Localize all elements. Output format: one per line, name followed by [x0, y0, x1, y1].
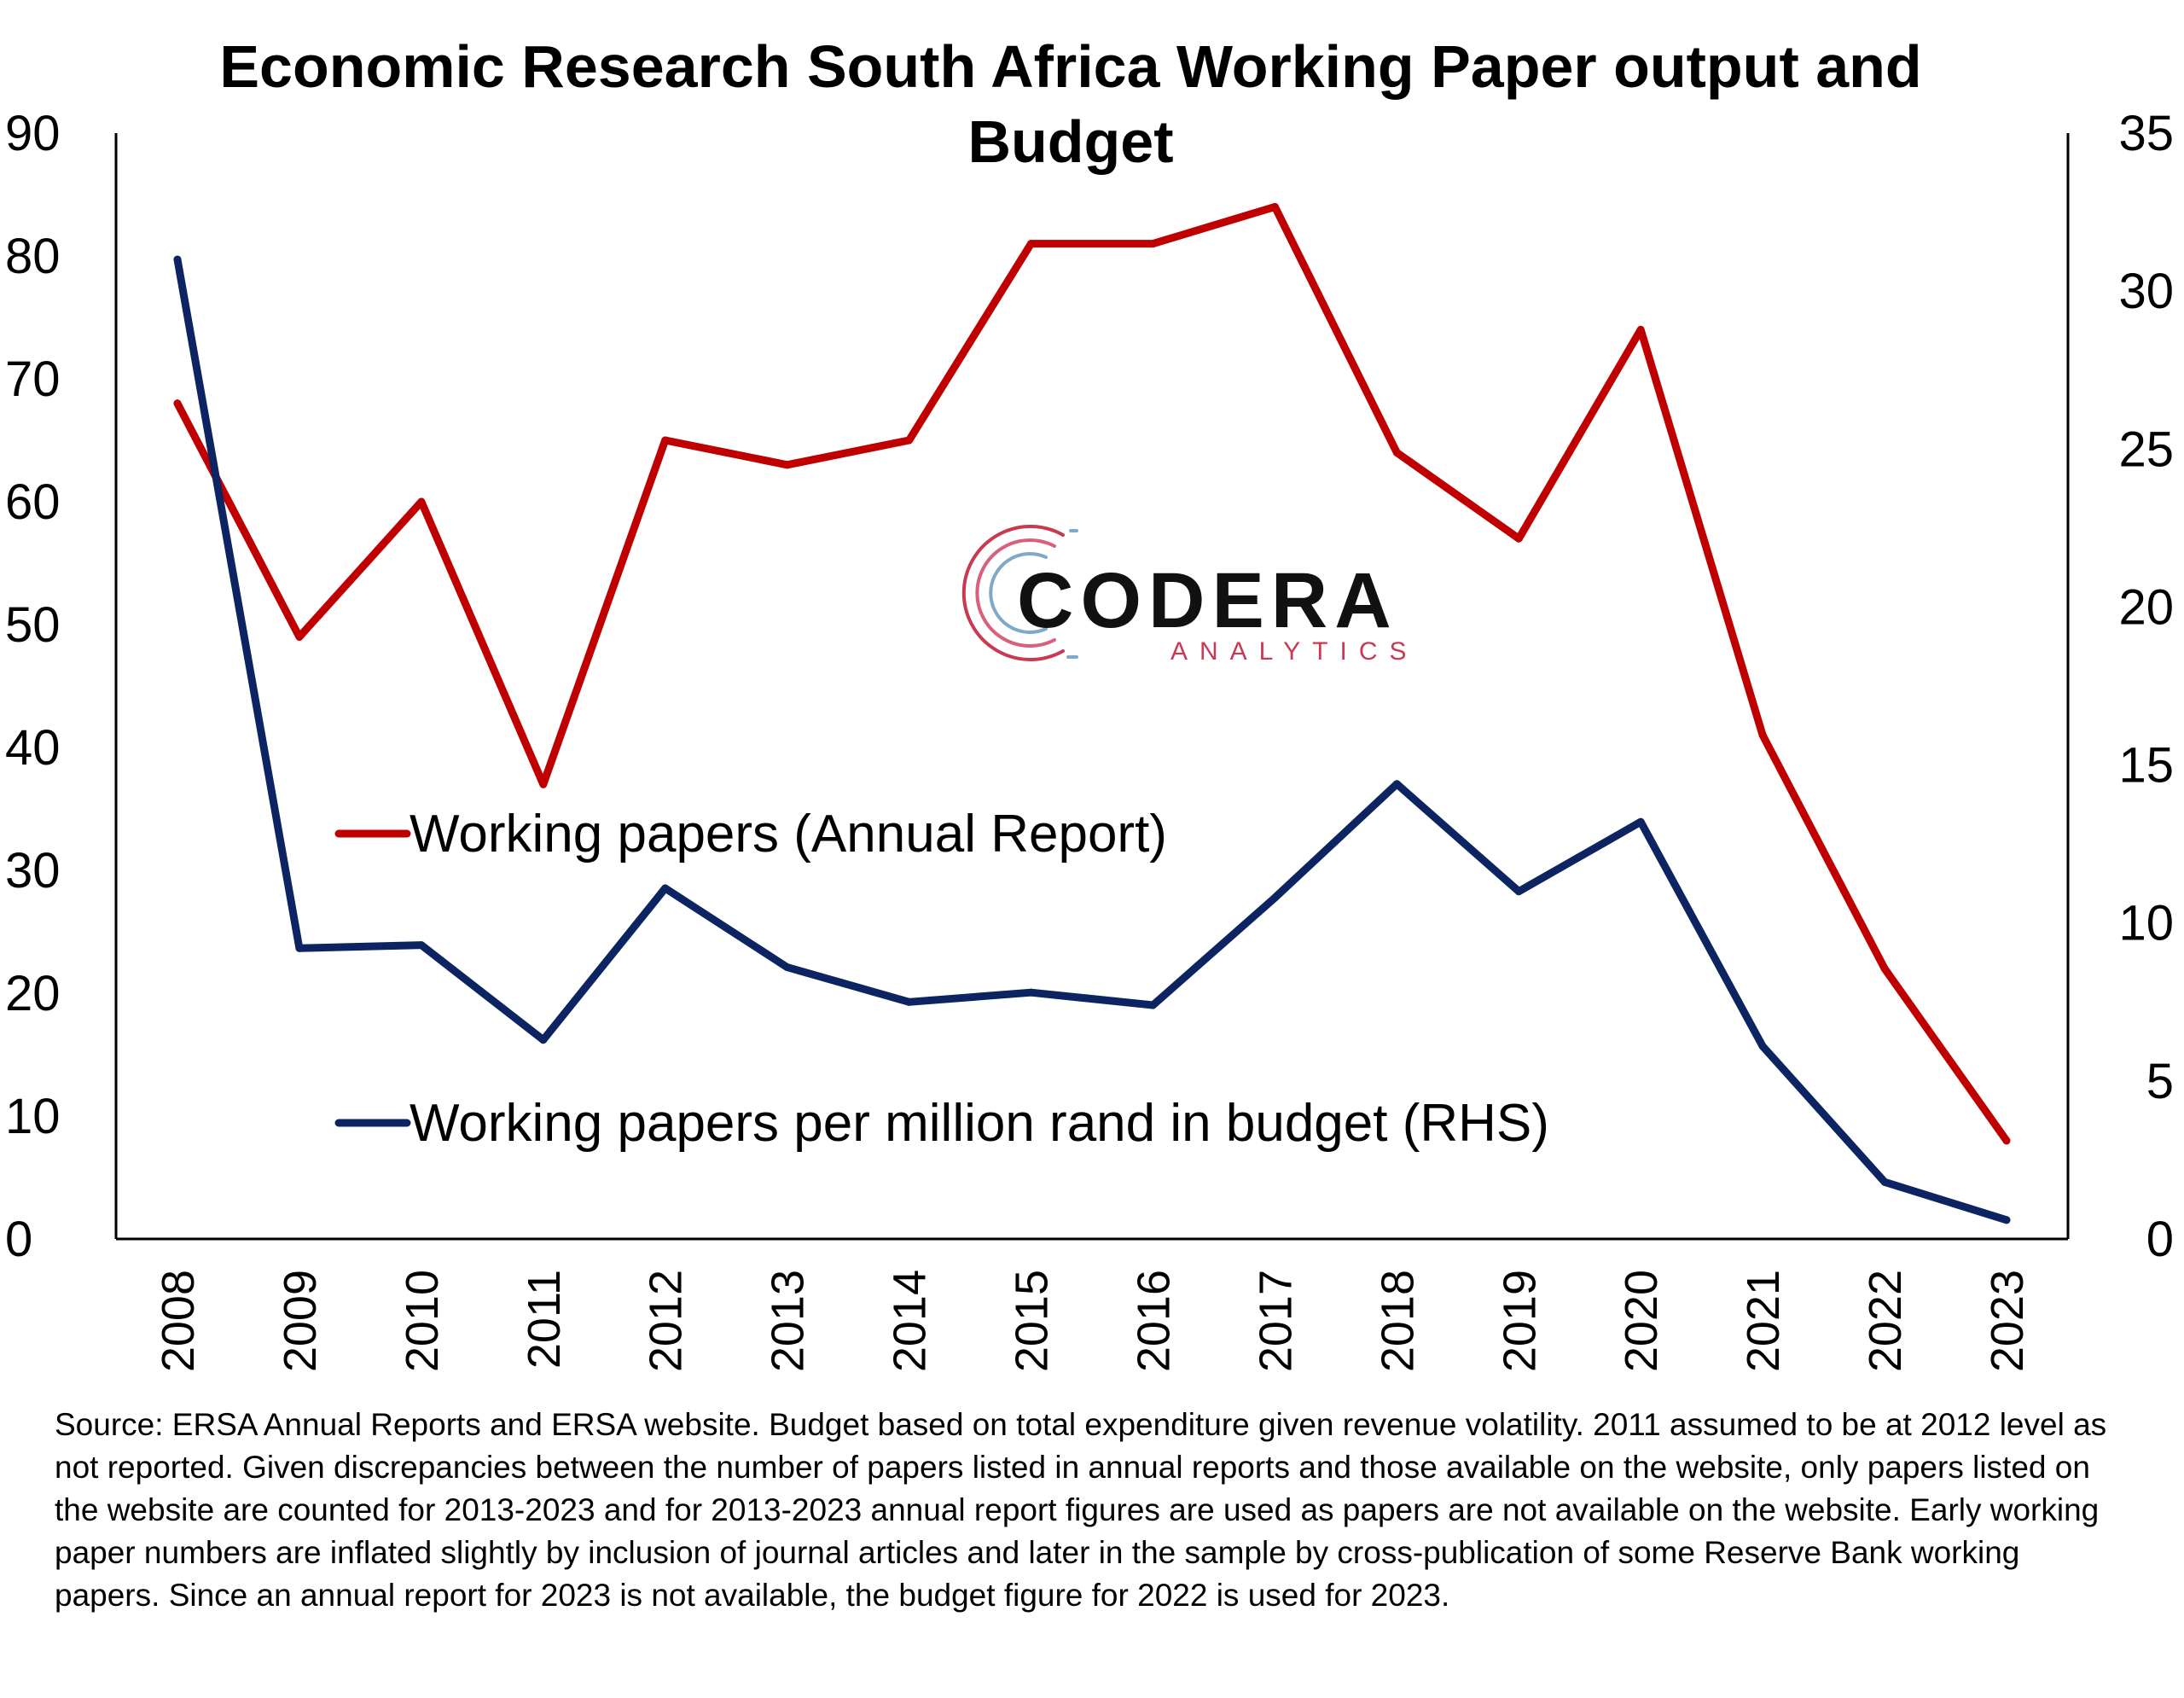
data-point-papers-per-million — [1270, 893, 1279, 902]
left-tick-label: 90 — [5, 106, 61, 161]
left-tick-label: 60 — [5, 474, 61, 530]
series-lines — [173, 202, 2011, 1224]
data-point-working-papers — [1636, 325, 1645, 334]
x-tick-label: 2021 — [1738, 1270, 1789, 1372]
chart-title: Economic Research South Africa Working P… — [219, 33, 1921, 175]
x-tick-label: 2015 — [1007, 1270, 1058, 1372]
axes — [114, 133, 2070, 1241]
left-tick-label: 80 — [5, 229, 61, 284]
logo-sub-text: ANALYTICS — [1170, 637, 1419, 666]
data-point-working-papers — [1514, 534, 1523, 543]
logo-main-text: CODERA — [1017, 557, 1398, 644]
chart-title-line-2: Budget — [967, 108, 1173, 175]
data-point-working-papers — [1148, 240, 1157, 248]
data-point-papers-per-million — [1880, 1178, 1889, 1186]
left-axis-ticks: 0 10 20 30 40 50 60 70 80 90 — [5, 106, 61, 1267]
left-tick-label: 20 — [5, 966, 61, 1021]
x-tick-label: 2012 — [641, 1270, 692, 1372]
right-tick-label: 25 — [2118, 422, 2174, 477]
left-tick-label: 0 — [5, 1212, 32, 1267]
data-point-working-papers — [539, 780, 548, 788]
x-tick-label: 2017 — [1250, 1270, 1301, 1372]
data-point-working-papers — [2002, 1137, 2011, 1145]
logo: CODERA ANALYTICS — [961, 525, 1419, 666]
series-line-papers-per-million — [173, 255, 2011, 1224]
x-tick-label: 2011 — [519, 1270, 570, 1369]
left-tick-label: 50 — [5, 597, 61, 653]
data-point-working-papers — [1392, 448, 1401, 456]
right-tick-label: 20 — [2118, 579, 2174, 635]
right-tick-label: 15 — [2118, 738, 2174, 794]
right-tick-label: 35 — [2118, 106, 2174, 161]
data-point-papers-per-million — [295, 944, 304, 952]
x-tick-label: 2022 — [1860, 1270, 1911, 1372]
data-point-papers-per-million — [783, 963, 792, 972]
left-tick-label: 10 — [5, 1089, 61, 1144]
data-point-working-papers — [1758, 731, 1767, 740]
x-tick-label: 2018 — [1372, 1270, 1423, 1372]
data-point-papers-per-million — [2002, 1216, 2011, 1224]
data-point-working-papers — [295, 632, 304, 641]
data-point-working-papers — [783, 461, 792, 469]
left-tick-label: 40 — [5, 720, 61, 776]
data-point-working-papers — [417, 497, 426, 506]
data-point-papers-per-million — [661, 884, 670, 893]
right-tick-label: 5 — [2146, 1054, 2174, 1109]
data-point-papers-per-million — [1758, 1042, 1767, 1050]
data-point-papers-per-million — [1027, 988, 1036, 997]
data-point-papers-per-million — [173, 255, 182, 264]
data-point-working-papers — [1270, 202, 1279, 211]
data-point-papers-per-million — [1636, 817, 1645, 826]
chart-title-line-1: Economic Research South Africa Working P… — [219, 33, 1921, 100]
x-tick-label: 2020 — [1616, 1270, 1667, 1372]
data-point-working-papers — [1027, 240, 1036, 248]
data-point-working-papers — [173, 399, 182, 408]
chart: Economic Research South Africa Working P… — [5, 33, 2174, 1372]
legend-label-working-papers: Working papers (Annual Report) — [410, 805, 1167, 864]
x-tick-label: 2008 — [153, 1270, 204, 1372]
legend-label-papers-per-million: Working papers per million rand in budge… — [410, 1094, 1549, 1153]
data-point-working-papers — [1880, 964, 1889, 973]
x-tick-label: 2009 — [275, 1270, 326, 1372]
data-point-working-papers — [905, 436, 914, 445]
data-point-working-papers — [661, 436, 670, 445]
x-tick-label: 2014 — [885, 1270, 936, 1372]
logo-mark-icon — [961, 525, 1078, 661]
source-note: Source: ERSA Annual Reports and ERSA web… — [55, 1407, 2107, 1613]
left-tick-label: 30 — [5, 843, 61, 898]
data-point-papers-per-million — [1148, 1001, 1157, 1009]
x-axis-ticks: 2008 2009 2010 2011 2012 2013 2014 2015 2016 2017… — [153, 1270, 2033, 1372]
x-tick-label: 2019 — [1494, 1270, 1545, 1372]
data-point-papers-per-million — [1514, 887, 1523, 896]
left-tick-label: 70 — [5, 352, 61, 407]
right-tick-label: 10 — [2118, 896, 2174, 951]
data-point-papers-per-million — [905, 997, 914, 1006]
data-point-papers-per-million — [1392, 780, 1401, 788]
data-point-papers-per-million — [539, 1036, 548, 1044]
right-axis-ticks: 0 5 10 15 20 25 30 35 — [2118, 106, 2174, 1267]
data-point-papers-per-million — [417, 941, 426, 950]
x-tick-label: 2013 — [763, 1270, 814, 1372]
series-line-working-papers — [173, 202, 2011, 1145]
x-tick-label: 2023 — [1982, 1270, 2033, 1372]
right-tick-label: 0 — [2146, 1212, 2174, 1267]
right-tick-label: 30 — [2118, 264, 2174, 319]
legend: Working papers (Annual Report) Working p… — [334, 805, 1549, 1153]
x-tick-label: 2016 — [1128, 1270, 1179, 1372]
x-tick-label: 2010 — [397, 1270, 448, 1372]
